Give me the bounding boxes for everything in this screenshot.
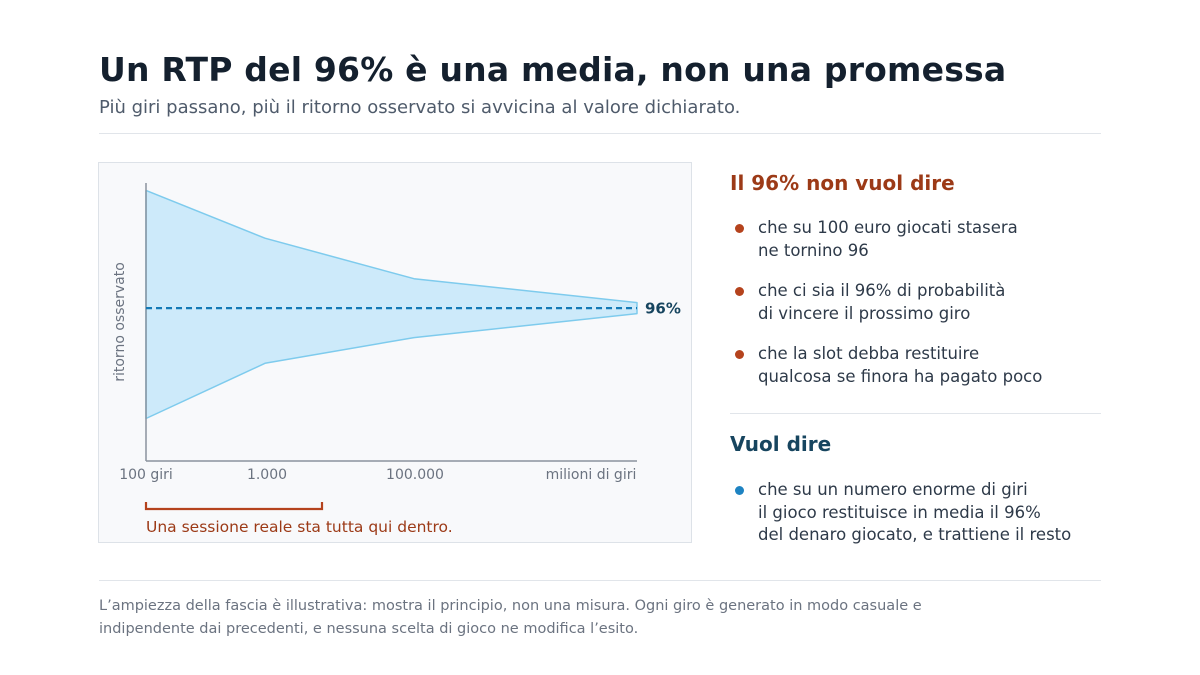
bullet-dot-icon xyxy=(735,350,744,359)
session-annotation: Una sessione reale sta tutta qui dentro. xyxy=(146,518,453,536)
bullet-dot-icon xyxy=(735,486,744,495)
y-axis-label: ritorno osservato xyxy=(112,262,128,382)
bullet-text: che la slot debba restituire qualcosa se … xyxy=(758,344,1043,386)
rtp-convergence-chart: 96% ritorno osservato 100 giri 1.000 100.0… xyxy=(112,183,681,536)
meaning-heading: Vuol dire xyxy=(730,432,832,456)
bullet-text: che ci sia il 96% di probabilità di vince… xyxy=(758,281,1006,323)
return-band-area xyxy=(145,189,638,420)
bullet-text: che su 100 euro giocati stasera ne tornin… xyxy=(758,218,1018,260)
footnote: L’ampiezza della fascia è illustrativa: … xyxy=(99,598,922,637)
session-bracket xyxy=(144,502,324,511)
x-tick-label: 100 giri xyxy=(119,467,173,483)
page-subtitle: Più giri passano, più il ritorno osserva… xyxy=(99,97,741,118)
bullet-dot-icon xyxy=(735,287,744,296)
x-tick-label: milioni di giri xyxy=(546,467,637,483)
bullet-text: che su un numero enorme di giri il gioco … xyxy=(758,480,1072,544)
footer-divider xyxy=(99,580,1101,581)
bullet-dot-icon xyxy=(735,224,744,233)
x-tick-label: 1.000 xyxy=(247,467,287,483)
page-title: Un RTP del 96% è una media, non una prom… xyxy=(99,50,1007,89)
rtp-reference-label: 96% xyxy=(645,300,681,318)
not-meaning-heading: Il 96% non vuol dire xyxy=(730,171,955,195)
x-tick-labels: 100 giri 1.000 100.000 milioni di giri xyxy=(119,467,636,483)
sidebar-divider xyxy=(730,413,1101,414)
x-tick-label: 100.000 xyxy=(386,467,444,483)
chart-panel: 96% ritorno osservato 100 giri 1.000 100.0… xyxy=(98,162,692,543)
header-divider xyxy=(99,133,1101,134)
